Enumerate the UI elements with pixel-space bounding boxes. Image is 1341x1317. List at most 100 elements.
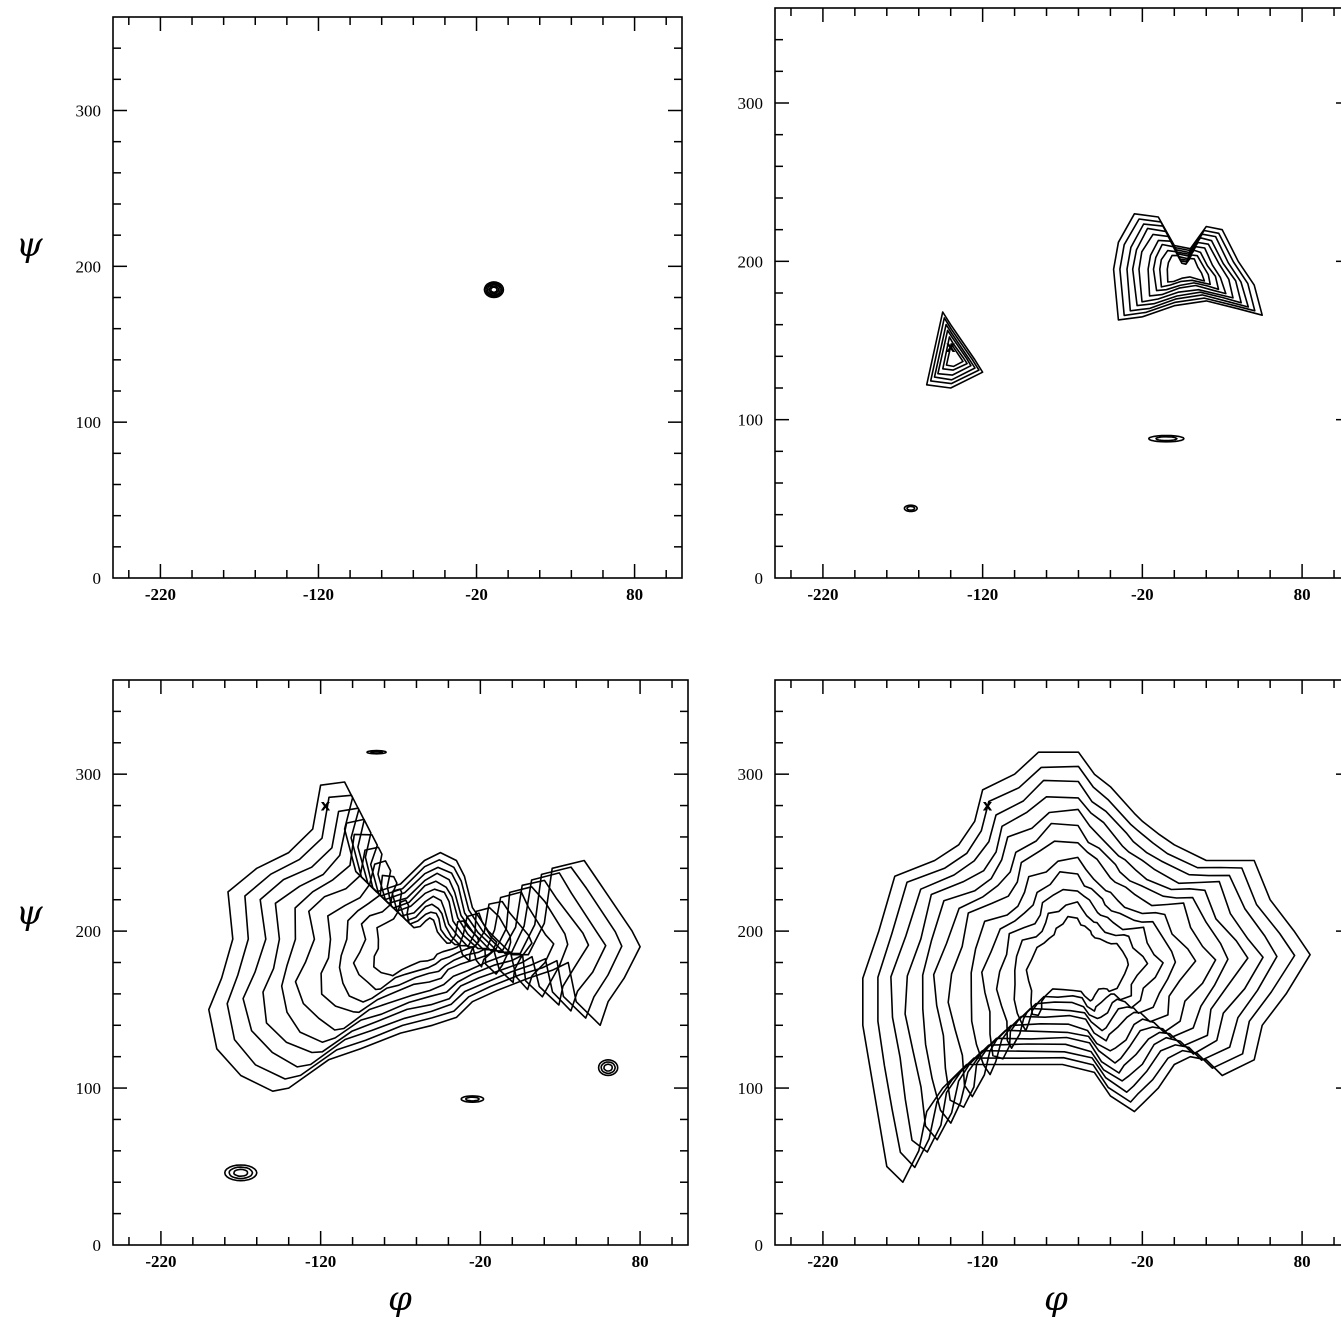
y-tick-label: 300 [76, 765, 102, 784]
contour-line [1025, 915, 1130, 1017]
contour-region-main-basin [862, 751, 1311, 1183]
y-tick-label: 200 [738, 252, 764, 271]
panel-top-left: -220 -120 -20 80 0 100 200 300 [76, 16, 683, 604]
x-tick-label: 80 [632, 1252, 649, 1271]
y-tick-label: 100 [738, 1079, 764, 1098]
y-tick-label: 200 [738, 922, 764, 941]
contour-line [890, 779, 1278, 1153]
contour-line [1148, 434, 1185, 443]
contour-line [226, 794, 623, 1080]
contour-region-sliver-1 [1148, 434, 1185, 443]
contour-line [486, 283, 501, 296]
panel-bottom-right: -220 -120 -20 80 0 100 200 300 x [738, 679, 1341, 1271]
contour-line [233, 1168, 249, 1177]
contour-line [483, 281, 505, 299]
contour-line [906, 505, 916, 511]
x-tick-label: -120 [967, 1252, 998, 1271]
x-tick-label: -20 [465, 585, 488, 604]
contour-line [490, 286, 498, 294]
contour-line [904, 796, 1264, 1141]
contour-region-island-2 [224, 1164, 258, 1182]
contour-line [465, 1096, 480, 1102]
contour-line [600, 1061, 616, 1075]
y-axis-title-top: ψ [16, 225, 43, 265]
contour-region-island-1 [597, 1059, 619, 1077]
y-tick-label: 300 [76, 102, 102, 121]
contour-line [937, 329, 972, 376]
x-tick-label: 80 [1294, 585, 1311, 604]
y-tick-label: 300 [738, 765, 764, 784]
minimum-marker: x [321, 797, 331, 815]
contour-line [460, 1095, 485, 1103]
x-tick-label: -20 [469, 1252, 492, 1271]
x-tick-label: -120 [303, 585, 334, 604]
y-tick-label: 0 [93, 1236, 102, 1255]
contour-region-upper-basin [1112, 213, 1263, 321]
contour-line [1166, 254, 1206, 283]
y-tick-label: 100 [76, 1079, 102, 1098]
contour-line [224, 1164, 258, 1182]
contour-line [945, 343, 964, 368]
contour-region-island-1 [483, 281, 505, 299]
contour-line [877, 765, 1296, 1169]
contour-line [942, 336, 968, 371]
plot-frame [112, 679, 689, 1246]
x-tick-label: -220 [145, 585, 176, 604]
contour-line [929, 317, 980, 385]
contour-line [903, 504, 918, 513]
contour-line [366, 749, 387, 755]
minimum-marker: x [946, 338, 956, 356]
contour-line [262, 818, 590, 1054]
y-tick-label: 300 [738, 94, 764, 113]
contour-line [370, 750, 384, 754]
contour-line [970, 856, 1197, 1076]
y-tick-label: 0 [755, 569, 764, 588]
contour-line [338, 874, 512, 1003]
contour-line [352, 888, 498, 991]
contour-region-sliver-2 [903, 504, 918, 513]
contour-line [208, 781, 641, 1092]
contour-region-main-basin [208, 781, 641, 1092]
contour-line [932, 822, 1229, 1108]
x-tick-label: -20 [1131, 1252, 1154, 1271]
x-tick-label: 80 [626, 585, 643, 604]
x-tick-label: -220 [145, 1252, 176, 1271]
x-axis-title-left: φ [388, 1279, 412, 1317]
y-tick-label: 200 [76, 922, 102, 941]
contour-line [603, 1063, 613, 1072]
x-tick-label: 80 [1294, 1252, 1311, 1271]
x-tick-label: -220 [807, 585, 838, 604]
contour-line [981, 871, 1177, 1060]
x-axis-title-right: φ [1044, 1279, 1068, 1317]
y-axis-title-bottom: ψ [16, 893, 43, 933]
panel-bottom-left: -220 -120 -20 80 0 100 200 300 x [76, 679, 689, 1271]
contour-line [921, 808, 1249, 1124]
contour-line [488, 285, 500, 295]
y-tick-label: 100 [738, 411, 764, 430]
contour-line [485, 282, 503, 298]
plot-frame [112, 16, 683, 579]
x-tick-label: -20 [1131, 585, 1154, 604]
contour-region-triangle-region [925, 311, 984, 389]
contour-line [228, 1166, 254, 1180]
x-tick-label: -120 [305, 1252, 336, 1271]
plot-frame [774, 679, 1341, 1246]
x-tick-label: -220 [807, 1252, 838, 1271]
contour-region-sliver-1 [460, 1095, 485, 1103]
contour-line [597, 1059, 619, 1077]
contour-line [862, 751, 1311, 1183]
contour-line [320, 860, 533, 1014]
y-tick-label: 200 [76, 257, 102, 276]
contour-line [925, 311, 984, 389]
minimum-marker: x [983, 797, 993, 815]
contour-line [947, 840, 1217, 1098]
x-tick-label: -120 [967, 585, 998, 604]
panel-top-right: -220 -120 -20 80 0 100 200 300 x [738, 7, 1341, 604]
contour-line [280, 833, 569, 1043]
y-tick-label: 0 [93, 569, 102, 588]
y-tick-label: 0 [755, 1236, 764, 1255]
contour-line [373, 899, 480, 977]
contour-line [933, 323, 976, 381]
contour-line [995, 888, 1164, 1049]
